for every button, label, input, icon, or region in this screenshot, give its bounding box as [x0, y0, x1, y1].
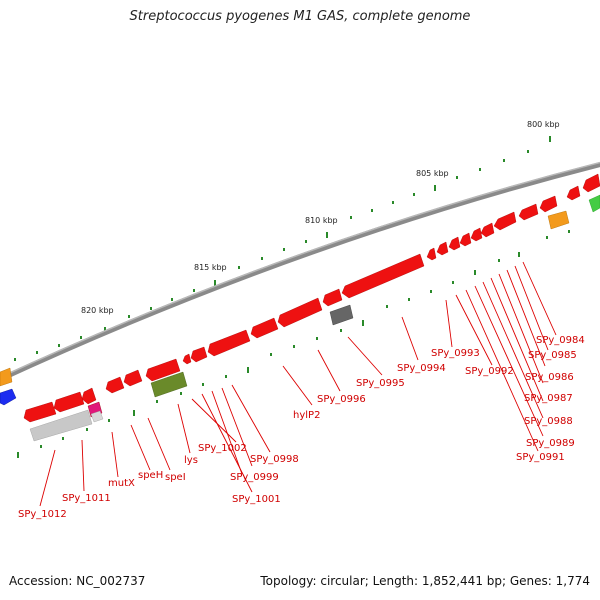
gene-label: speI	[165, 472, 186, 483]
gene-arrow	[582, 173, 600, 193]
scale-label-800: 800 kbp	[527, 120, 560, 129]
gene-label: speH	[138, 470, 163, 481]
gene-arrow	[436, 241, 449, 256]
gene-arrow	[190, 346, 208, 363]
label-connectors	[39, 261, 557, 507]
map-title: Streptococcus pyogenes M1 GAS, complete …	[129, 9, 471, 24]
orange-feature	[0, 367, 13, 387]
gene-label: SPy_1001	[232, 494, 281, 505]
gene-label: SPy_0986	[525, 372, 574, 383]
gene-arrow	[493, 211, 517, 231]
gene-arrow	[480, 222, 495, 238]
gene-arrow	[539, 195, 558, 213]
gene-arrow	[448, 236, 461, 251]
gene-arrow	[277, 297, 323, 328]
scale-ticks	[14, 136, 551, 361]
scale-label-820: 820 kbp	[81, 306, 114, 315]
orange-feature	[547, 210, 570, 230]
scale-label-805: 805 kbp	[416, 169, 449, 178]
gene-arrows	[23, 173, 600, 423]
gene-label: SPy_0995	[356, 378, 405, 389]
lightgray-feature	[90, 410, 104, 423]
gene-arrow	[470, 227, 483, 242]
scale-label-810: 810 kbp	[305, 216, 338, 225]
gene-label: SPy_1011	[62, 493, 111, 504]
gene-arrow	[182, 353, 192, 365]
gene-labels: SPy_0984 SPy_0985 SPy_0986 SPy_0987 SPy_…	[18, 335, 585, 520]
gene-arrow	[207, 329, 251, 357]
gene-label: lys	[184, 455, 198, 466]
gray-feature	[329, 304, 354, 326]
scale-labels: 800 kbp 805 kbp 810 kbp 815 kbp 820 kbp	[81, 120, 560, 315]
gene-arrow	[566, 185, 581, 201]
feature-blocks	[0, 194, 600, 442]
gene-label: SPy_0992	[465, 366, 514, 377]
gene-arrow	[426, 247, 437, 261]
gene-label: mutX	[108, 478, 135, 489]
gene-label: SPy_1012	[18, 509, 67, 520]
gene-arrow	[123, 369, 143, 387]
blue-feature	[0, 388, 17, 406]
gene-label: SPy_0996	[317, 394, 366, 405]
gene-label: SPy_0994	[397, 363, 446, 374]
green-feature	[588, 194, 600, 213]
gene-arrow	[23, 401, 57, 423]
gene-label: SPy_0993	[431, 348, 480, 359]
gene-label: SPy_0989	[526, 438, 575, 449]
accession-text: Accession: NC_002737	[9, 574, 146, 588]
gene-label: SPy_0998	[250, 454, 299, 465]
gene-arrow	[250, 317, 279, 339]
gene-label: SPy_1002	[198, 443, 247, 454]
gene-arrow	[341, 253, 425, 299]
lower-ticks	[17, 230, 570, 458]
gene-label: SPy_0987	[524, 393, 573, 404]
lightgray-feature	[29, 409, 93, 442]
gene-arrow	[145, 358, 181, 382]
gene-label: hylP2	[293, 410, 320, 421]
gene-label: SPy_0985	[528, 350, 577, 361]
gene-arrow	[81, 387, 97, 405]
gene-label: SPy_0999	[230, 472, 279, 483]
gene-arrow	[105, 376, 125, 394]
scale-label-815: 815 kbp	[194, 263, 227, 272]
gene-label: SPy_0988	[524, 416, 573, 427]
gene-arrow	[53, 391, 85, 413]
gene-label: SPy_0984	[536, 335, 585, 346]
olive-feature	[150, 371, 188, 398]
genome-summary-text: Topology: circular; Length: 1,852,441 bp…	[260, 574, 590, 588]
gene-arrow	[459, 232, 472, 247]
genome-backbone	[0, 161, 600, 383]
gene-arrow	[322, 288, 343, 307]
gene-label: SPy_0991	[516, 452, 565, 463]
gene-arrow	[518, 203, 539, 221]
